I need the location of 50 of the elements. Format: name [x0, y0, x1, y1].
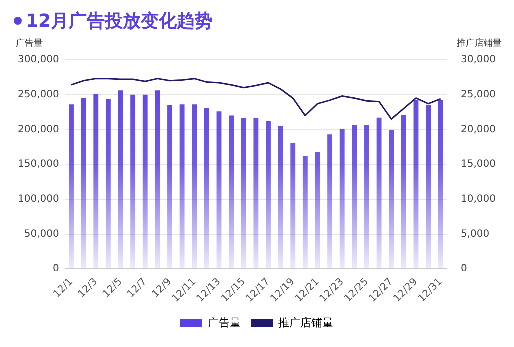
bar [426, 105, 432, 269]
bar [401, 115, 406, 269]
legend-label: 广告量 [208, 316, 241, 330]
y2-axis-title: 推广店铺量 [457, 38, 502, 49]
bar [142, 94, 148, 269]
bar [352, 126, 358, 269]
y2-tick-label: 25,000 [461, 89, 496, 100]
y-tick-label: 0 [52, 264, 60, 275]
bar [94, 94, 99, 269]
y2-tick-label: 30,000 [461, 54, 496, 66]
y-tick-label: 50,000 [24, 228, 60, 240]
bar [328, 134, 333, 269]
y-tick-label: 100,000 [18, 194, 60, 206]
bar [254, 118, 259, 269]
bar [340, 129, 345, 269]
bar [229, 116, 234, 269]
bar [69, 104, 74, 269]
bar [155, 90, 160, 269]
y2-tick-label: 0 [461, 264, 468, 275]
bar [389, 130, 394, 269]
bar [438, 100, 444, 269]
bar [278, 126, 284, 269]
bar [376, 118, 382, 269]
legend-label: 推广店铺量 [278, 316, 334, 330]
bar [414, 100, 419, 269]
y-tick-label: 250,000 [18, 89, 60, 100]
bar [130, 94, 136, 269]
bar [118, 90, 124, 269]
bar [106, 99, 111, 269]
bar [266, 121, 271, 269]
y2-tick-label: 15,000 [461, 159, 496, 170]
y2-tick-label: 10,000 [461, 194, 496, 206]
chart-title: 12月广告投放变化趋势 [26, 10, 214, 33]
bar [216, 112, 222, 269]
y-axis-title: 广告量 [16, 38, 43, 49]
y2-tick-label: 20,000 [461, 124, 496, 136]
y-tick-label: 300,000 [18, 54, 60, 66]
bar [168, 105, 172, 269]
bar [241, 118, 246, 269]
bar [364, 126, 370, 269]
bar [302, 156, 308, 269]
bar [204, 108, 210, 269]
bar [290, 142, 296, 269]
bar [192, 104, 198, 269]
bar [315, 152, 320, 269]
bar [180, 104, 185, 269]
y-tick-label: 200,000 [18, 124, 60, 136]
y-tick-label: 150,000 [18, 159, 60, 170]
bar [81, 98, 86, 269]
y2-tick-label: 5,000 [461, 228, 490, 240]
